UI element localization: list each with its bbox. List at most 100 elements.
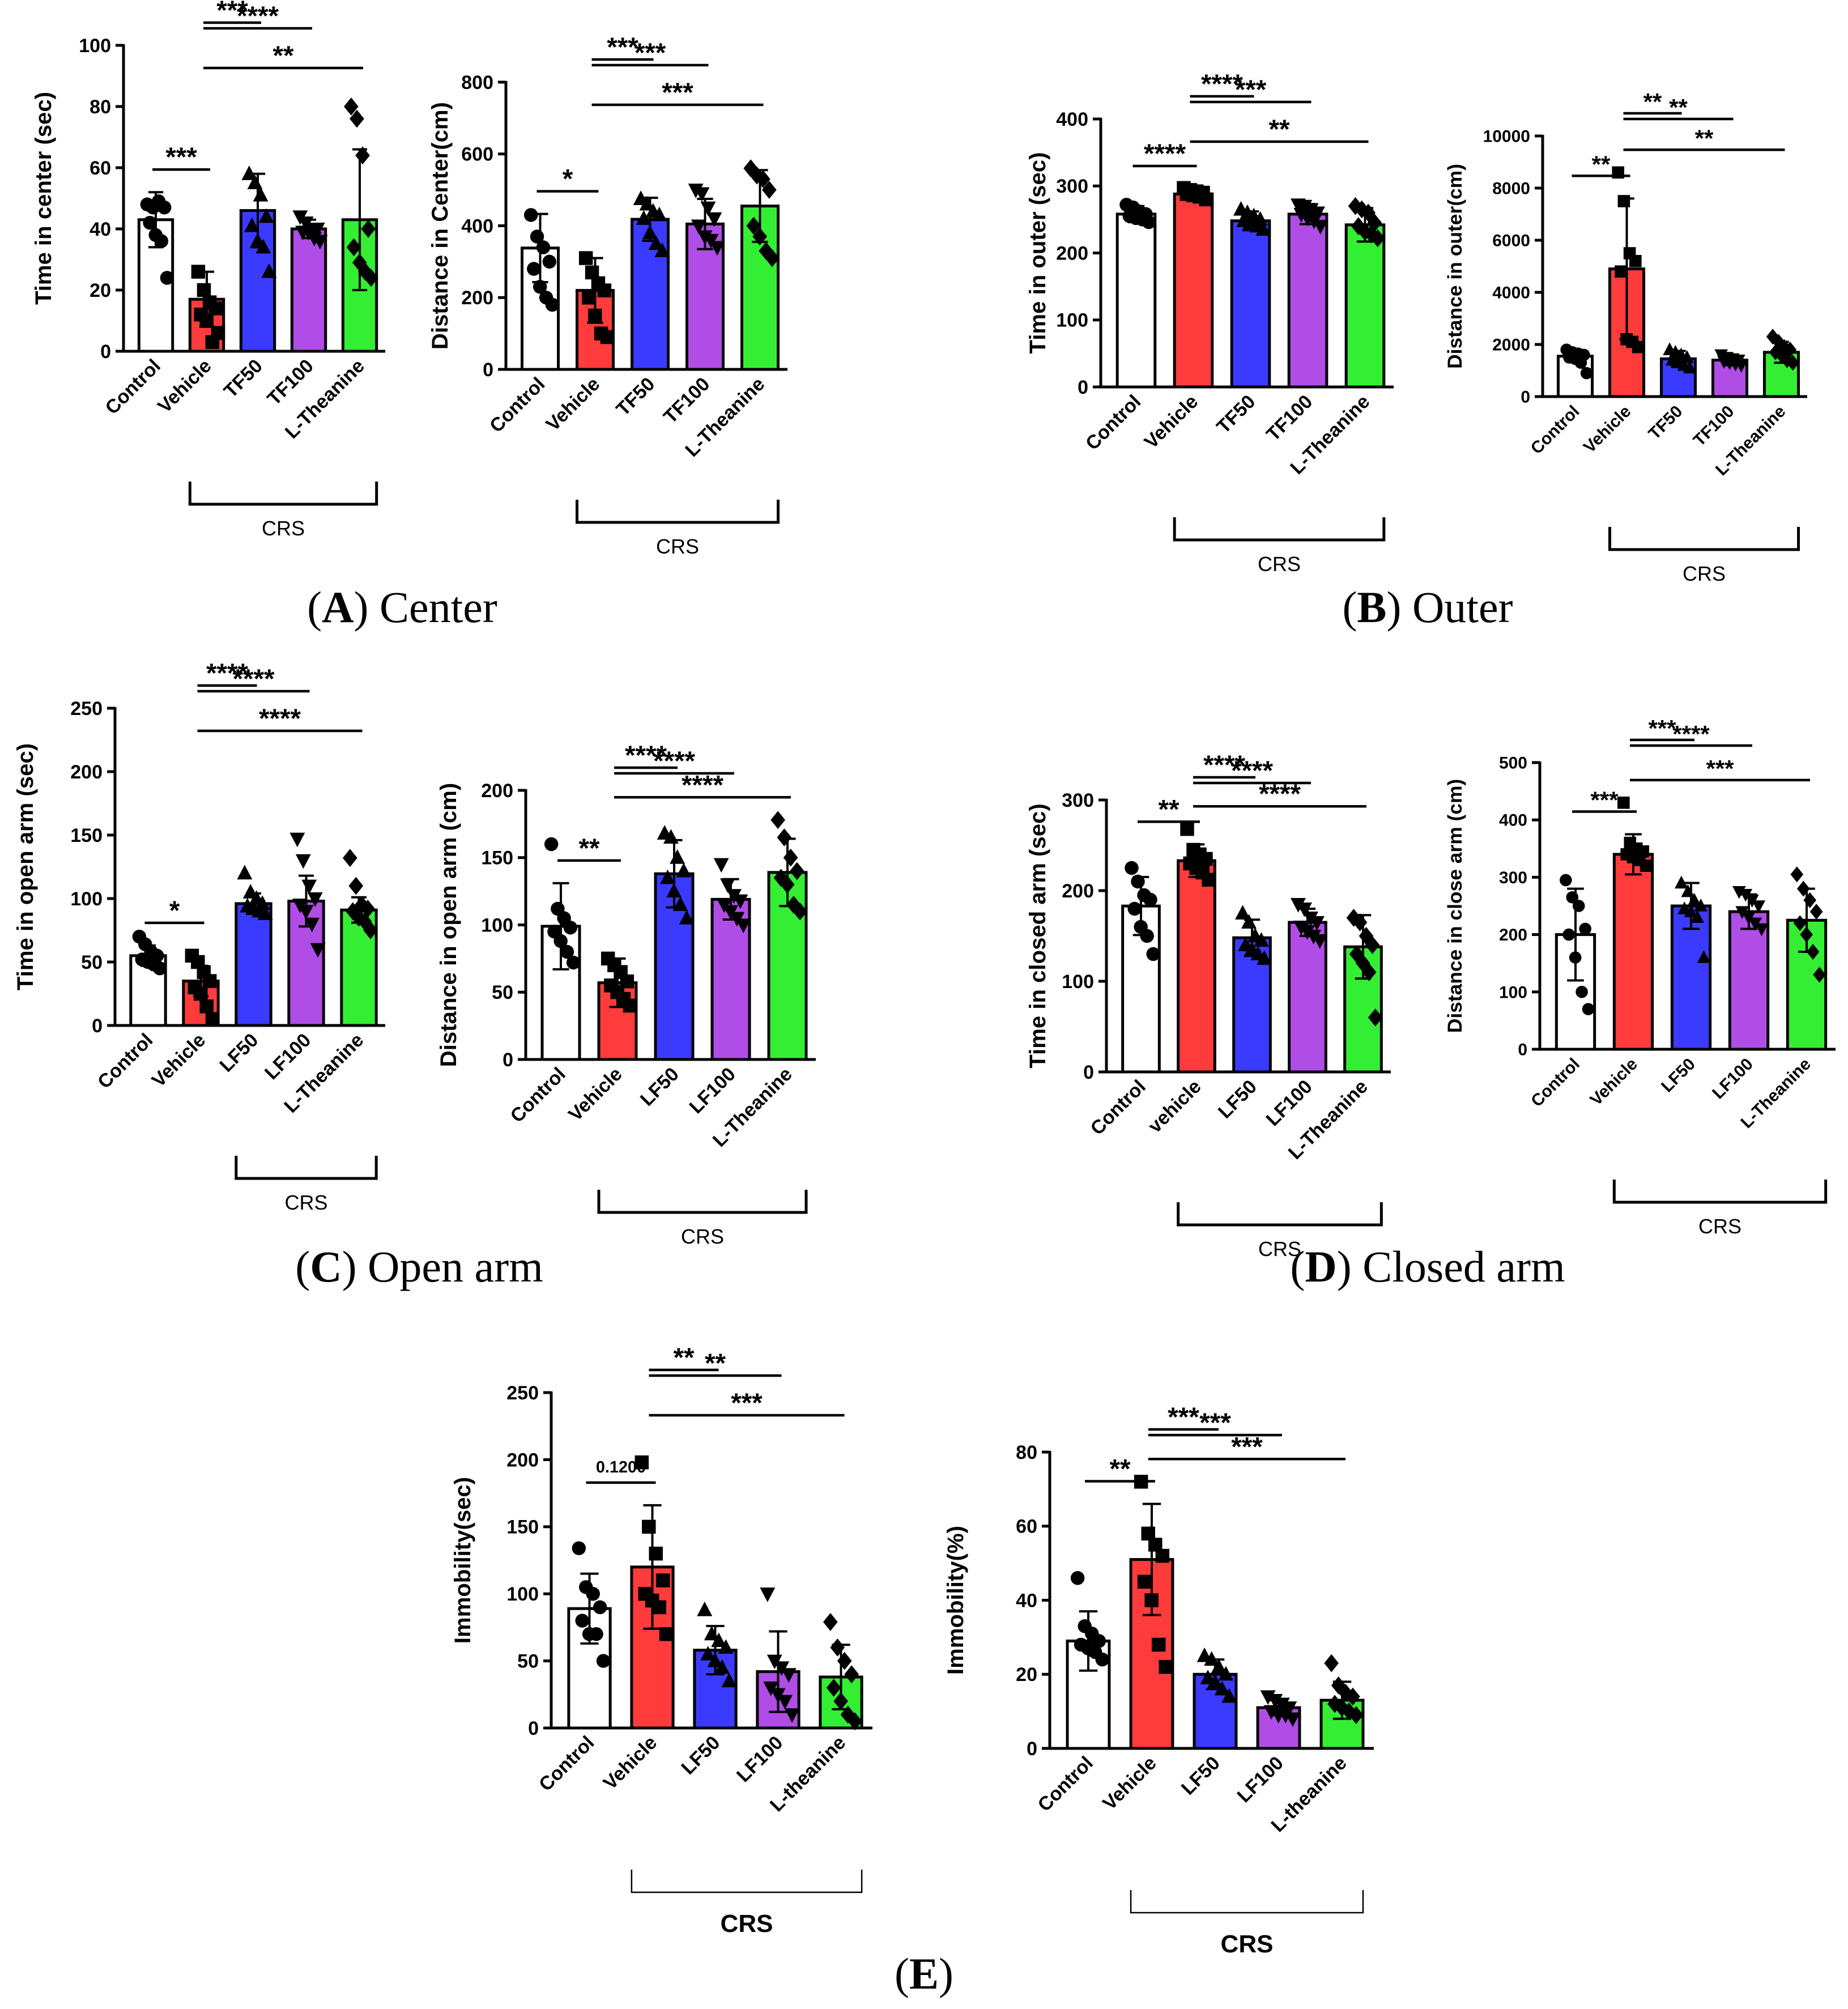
data-point	[672, 896, 688, 911]
caption-title: Center	[368, 582, 497, 632]
data-point	[1735, 906, 1749, 920]
data-point	[586, 1586, 600, 1601]
significance-label: ****	[259, 704, 301, 734]
y-tick-label: 400	[461, 215, 493, 237]
caption-close-paren: )	[342, 1242, 357, 1291]
significance-label: ***	[1235, 75, 1267, 105]
bar-lf50	[235, 902, 272, 1027]
y-tick-label: 0	[483, 359, 493, 381]
y-tick-label: 0	[503, 1049, 513, 1071]
bar-vehicle	[1612, 853, 1654, 1051]
y-tick-label: 0	[528, 1718, 539, 1739]
data-point	[1221, 1688, 1237, 1703]
y-axis-title: Time in open arm (sec)	[12, 743, 38, 990]
data-point	[1562, 928, 1576, 941]
data-point	[582, 291, 596, 305]
y-tick-label: 0	[92, 1015, 103, 1037]
chart-d1: 0 100 200 300 Time in closed arm (sec) Contro…	[1025, 750, 1391, 1261]
data-point	[659, 1627, 674, 1641]
x-tick-label: LF50	[677, 1732, 724, 1779]
data-point	[1560, 874, 1572, 887]
y-axis-title: Distance in outer(cm)	[1444, 164, 1466, 369]
caption-letter: C	[310, 1242, 342, 1291]
y-tick-label: 4000	[1492, 284, 1530, 303]
crs-bracket	[1130, 1890, 1364, 1914]
y-tick-label: 100	[1062, 971, 1094, 993]
data-point	[714, 1659, 730, 1674]
bar-l-theanine	[1344, 223, 1386, 389]
y-tick-label: 300	[1499, 869, 1527, 887]
data-point	[1790, 866, 1804, 883]
data-point	[652, 1600, 666, 1615]
data-point	[1355, 954, 1370, 972]
y-axis-title: Time in center (sec)	[31, 92, 56, 305]
crs-label: CRS	[656, 535, 699, 558]
data-point	[544, 837, 559, 852]
data-point	[1159, 1659, 1173, 1674]
data-point	[1786, 355, 1799, 371]
significance-label: ***	[1706, 755, 1734, 782]
data-point	[1263, 1705, 1279, 1720]
data-point	[655, 1573, 670, 1587]
crs-bracket	[575, 500, 780, 524]
crs-label: CRS	[1258, 1237, 1301, 1261]
x-tick-label: Vehicle	[542, 373, 604, 436]
data-point	[1254, 932, 1269, 947]
data-point	[1361, 203, 1376, 222]
x-tick-label: TF100	[1690, 402, 1738, 450]
significance-label: ***	[607, 32, 638, 62]
data-point	[202, 974, 217, 988]
chart-e1: 0 50 100 150 200 250 Immobility(sec) Control Veh…	[450, 1343, 872, 1938]
data-point	[676, 862, 692, 878]
significance-label: ****	[1259, 779, 1301, 809]
data-point	[1674, 875, 1688, 889]
caption-close-paren: )	[1337, 1242, 1352, 1291]
x-tick-label: TF50	[612, 373, 659, 420]
data-point	[578, 251, 593, 265]
data-point	[1346, 909, 1361, 927]
data-point	[623, 998, 637, 1013]
data-point	[295, 854, 311, 869]
y-tick-label: 500	[1499, 754, 1527, 773]
data-point	[1681, 884, 1695, 897]
y-tick-label: 100	[79, 35, 111, 57]
data-point	[298, 905, 314, 920]
data-point	[1143, 892, 1157, 907]
data-point	[244, 217, 260, 232]
data-point	[361, 220, 376, 238]
data-point	[777, 828, 792, 847]
data-point	[553, 934, 568, 948]
bar-tf50	[1230, 219, 1271, 389]
data-point	[312, 235, 328, 250]
data-point	[823, 1613, 838, 1631]
data-point	[1092, 1634, 1106, 1648]
y-axis-title: Distance in open arm (cm)	[436, 783, 461, 1067]
data-point	[1352, 913, 1368, 931]
data-point	[709, 241, 725, 256]
data-point	[765, 249, 780, 267]
bar-vehicle	[1173, 192, 1214, 389]
chart-b2: 0 2000 4000 6000 8000 10000 Distance in outer(…	[1444, 88, 1807, 585]
data-point	[1131, 874, 1145, 889]
y-tick-label: 2000	[1492, 336, 1530, 355]
x-tick-label: Control	[101, 355, 165, 419]
data-point	[253, 186, 269, 202]
y-tick-label: 200	[1499, 926, 1527, 944]
caption-open-paren: (	[895, 1949, 909, 1998]
data-point	[780, 875, 795, 894]
data-point	[1579, 922, 1591, 935]
data-point	[1769, 344, 1782, 360]
data-point	[1687, 892, 1701, 906]
y-tick-label: 50	[81, 952, 103, 973]
data-point	[1267, 1693, 1283, 1709]
significance-label: **	[1643, 88, 1662, 115]
data-point	[830, 1638, 845, 1657]
y-axis-title: Immobility(%)	[943, 1526, 968, 1675]
data-point	[211, 326, 225, 340]
data-point	[1348, 1706, 1364, 1725]
significance-label: ****	[682, 770, 724, 800]
data-point	[1180, 822, 1194, 836]
data-point	[1576, 986, 1588, 998]
y-tick-label: 300	[1062, 790, 1094, 811]
